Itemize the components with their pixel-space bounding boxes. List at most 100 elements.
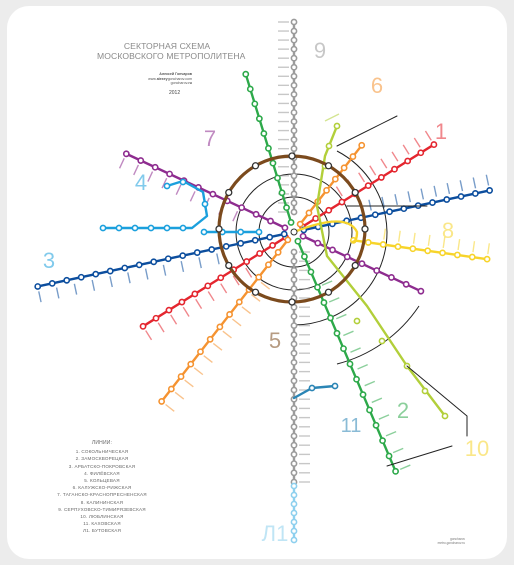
- lineL1-station: [290, 509, 298, 517]
- line9-south-station: [290, 257, 298, 265]
- line1-northeast-station: [430, 141, 438, 148]
- line4-station: [99, 224, 107, 232]
- line7-northwest-station: [122, 150, 130, 158]
- line1-southwest-station: [139, 322, 147, 330]
- line4-station: [163, 182, 171, 190]
- line1-southwest-station-label: [170, 314, 178, 325]
- line6-northeast-station: [323, 186, 330, 194]
- line3-west-station-label: [198, 257, 202, 269]
- line2-north-station: [251, 100, 259, 108]
- line3-east-station-label: [472, 177, 477, 189]
- line6-southwest-station-label: [222, 330, 232, 339]
- line2-south-station-label: [385, 430, 397, 437]
- line6-southwest-station: [235, 298, 243, 306]
- line8-east-station: [468, 253, 476, 261]
- line2-north-station: [265, 144, 272, 152]
- line5-station: [288, 152, 296, 160]
- line7-southeast-station: [388, 274, 395, 281]
- line2-south-station: [359, 391, 367, 399]
- legend: ЛИНИИ: 1. СОКОЛЬНИЧЕСКАЯ 2. ЗАМОСКВОРЕЦК…: [47, 440, 157, 535]
- line6-southwest-station-label: [193, 367, 204, 376]
- email-prefix: www.: [148, 76, 157, 81]
- credit-block: goncharov metro.goncharov.ru: [438, 537, 465, 545]
- line10-station: [441, 412, 449, 420]
- line1-southwest-station: [165, 306, 173, 314]
- site-name: goncharov: [170, 81, 188, 86]
- legend-item: 4. ФИЛЁВСКАЯ: [84, 470, 120, 476]
- lineL1-station: [290, 482, 298, 490]
- line3-west-station: [106, 267, 114, 275]
- line10-station: [333, 122, 341, 130]
- line5-station: [251, 162, 260, 170]
- line1-northeast-station-label: [380, 158, 388, 169]
- legend-item: 9. СЕРПУХОВСКО-ТИМИРЯЗЕВСКАЯ: [58, 506, 146, 512]
- line6-northeast-station: [305, 209, 313, 217]
- line5-station: [251, 288, 260, 296]
- line1-southwest-station-label: [182, 306, 190, 317]
- line2-north-station: [255, 115, 263, 123]
- far-arc-se: [336, 305, 420, 365]
- line9-south-station: [290, 469, 298, 477]
- line1-southwest-station: [269, 241, 276, 249]
- line3-west-station: [193, 249, 201, 256]
- line6-northeast-station: [349, 153, 357, 160]
- line6-southwest-station-label: [203, 355, 213, 363]
- line4-station: [115, 224, 123, 232]
- page-title: СЕКТОРНАЯ СХЕМА МОСКОВСКОГО МЕТРОПОЛИТЕН…: [97, 41, 245, 61]
- line10-station: [325, 142, 333, 150]
- line7-southeast-station: [373, 267, 381, 274]
- line2-south-station: [314, 283, 321, 291]
- line3-west-station: [266, 233, 274, 241]
- line7-southeast-station: [299, 232, 307, 240]
- line6-southwest-station: [216, 323, 224, 331]
- line5-station: [324, 288, 333, 296]
- line7-northwest-station: [209, 190, 217, 198]
- line1-southwest-station: [178, 298, 186, 306]
- line2-south-station: [307, 268, 315, 276]
- line2-south-station: [392, 467, 399, 475]
- line2-south-station: [320, 299, 328, 306]
- line-number-8: 8: [442, 218, 454, 243]
- legend-item: 3. АРБАТСКО-ПОКРОВСКАЯ: [68, 463, 136, 469]
- connector-se-segment: [406, 365, 468, 437]
- line1-southwest-station-label: [220, 283, 228, 294]
- line8-east-station: [424, 247, 432, 255]
- line8-east-station-label: [472, 241, 476, 253]
- line5-station: [351, 188, 359, 197]
- line2-south-station-label: [343, 330, 354, 337]
- line3-east-station-label: [459, 180, 464, 192]
- line5-station: [225, 188, 233, 197]
- line5-station: [288, 298, 296, 306]
- line4-center-station: [255, 228, 263, 236]
- line-number-2: 2: [397, 398, 409, 423]
- line6-southwest-station: [226, 311, 233, 318]
- line6-southwest-station-label: [251, 294, 261, 302]
- line9-north-station: [290, 45, 298, 53]
- line6-northeast-station: [340, 164, 348, 172]
- line3-east-station: [471, 190, 479, 197]
- line8-east-station-label: [427, 234, 431, 246]
- line2-south-station-label: [392, 447, 404, 454]
- line9-south-station: [290, 285, 298, 293]
- line2-north-station: [274, 174, 281, 182]
- line3-west-station: [92, 270, 100, 278]
- line1-northeast-station-label: [424, 130, 432, 141]
- line3-west-station: [222, 243, 230, 250]
- line3-west-station-label: [144, 268, 149, 280]
- line8-east-station: [364, 239, 372, 246]
- line4-center-station: [237, 228, 245, 236]
- line3-east-station-label: [407, 191, 412, 203]
- legend-heading: ЛИНИИ:: [91, 440, 113, 446]
- line8-east-station-label: [442, 236, 446, 249]
- metro-scheme-card: 1 2 3 4 5 6 7 8 9 10 11 Л1 СЕКТОРНАЯ СХЕМА МОСКОВСК…: [7, 6, 507, 559]
- line3-west-station-label: [216, 253, 220, 265]
- line3-east-station-label: [446, 182, 451, 194]
- line3-west-station: [237, 239, 245, 247]
- line2-south-station-label: [321, 280, 333, 286]
- line2-south-station-label: [399, 464, 411, 471]
- lineL1-station: [290, 518, 298, 526]
- line3-east-station: [443, 196, 451, 203]
- line-number-6: 6: [371, 73, 383, 98]
- line9-north-station: [290, 127, 298, 134]
- author-site[interactable]: goncharov.ru: [102, 81, 192, 86]
